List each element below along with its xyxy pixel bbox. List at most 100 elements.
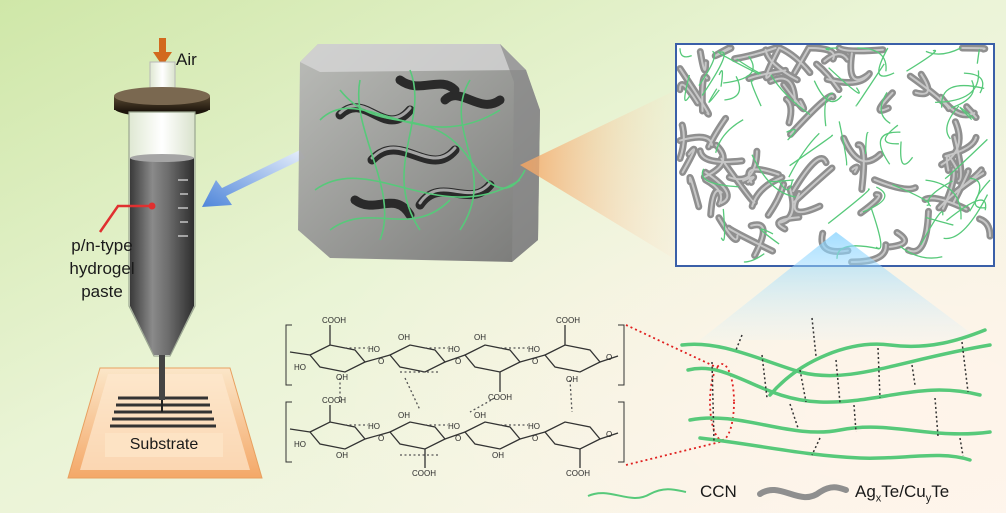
agte-part-ag: Ag [855,482,876,501]
ccn-fiber-strand [899,245,943,259]
ccn-fiber-strand [963,72,984,94]
ho-label: HO [448,345,460,354]
ccn-fiber-strand [827,188,870,225]
ccn-fiber-strand [778,179,794,191]
ccn-fiber-strand [751,154,796,198]
agte-fiber-highlight [789,94,834,136]
agte-fiber-highlight [747,69,787,80]
agte-fiber-highlight [720,157,756,204]
agte-fiber-highlight [785,98,792,124]
agte-fiber-highlight [782,83,805,110]
agte-fiber-highlight [717,216,739,241]
agte-fiber-highlight [779,47,811,74]
ccn-fiber-strand [920,211,944,246]
legend-ccn-swatch [587,488,687,499]
ccn-fiber-strand [736,58,762,75]
o-label: O [606,353,612,362]
ccn-fiber-strand [813,80,843,103]
agte-fiber-highlight [751,176,783,208]
legend-agte-swatch [757,484,849,501]
agte-fiber-highlight [779,187,794,224]
oh-label: OH [398,411,410,420]
agte-fiber-highlight [965,105,978,119]
paste-label-line1: p/n-type [71,236,133,255]
agte-fiber-highlight [978,217,991,238]
o-label: O [378,357,384,366]
cooh-label: COOH [488,393,512,402]
ccn-fiber-strand [743,253,765,263]
agte-fiber-highlight [679,124,685,160]
legend [587,484,849,501]
ccn-fiber-strand [786,128,796,141]
agte-part-te: Te [931,482,950,501]
cooh-label: COOH [412,469,436,478]
ccn-fiber-strand [925,47,962,55]
agte-fiber-highlight [807,47,835,61]
ho-label: HO [448,422,460,431]
agte-fiber-highlight [728,150,758,181]
agte-fiber-highlight [727,227,774,253]
legend-agte-label: AgxTe/CuyTe [855,482,949,504]
oh-label: OH [474,411,486,420]
o-label: O [455,357,461,366]
agte-fiber-highlight [924,197,968,211]
agte-fiber-highlight [823,53,849,63]
agte-sub-x: x [875,492,882,505]
chemical-structure: COOH COOH COOH COOH COOH COOH OH OH OH O… [285,316,625,478]
ccn-fiber-strand [969,177,981,212]
agte-fiber-highlight [937,172,985,209]
agte-fiber-highlight [940,120,961,166]
paste-label-line3: paste [81,282,123,301]
agte-fiber-highlight [681,148,696,174]
legend-ccn-label: CCN [700,482,737,501]
agte-fiber-highlight [765,47,780,79]
ccn-fiber-strand [720,208,726,241]
ccn-fiber-strand [943,194,989,240]
air-arrow-head [153,52,172,66]
agte-fiber-highlight [793,192,821,214]
agte-sub-y: y [925,492,932,505]
ccn-fiber-strand [855,63,885,107]
zoom-cone-blue [700,232,980,340]
oh-label: OH [474,333,486,342]
agte-fiber-highlight [792,157,828,193]
ccn-fiber-strand [906,49,937,72]
ho-label: HO [528,345,540,354]
agte-fiber-highlight [764,48,799,81]
ccn-fiber-strand [715,119,744,153]
cooh-label: COOH [322,396,346,405]
ccn-fiber-strand [862,186,886,213]
ccn-fiber-strand [951,80,975,109]
agte-fiber-highlight [909,75,950,110]
ccn-fiber-strand [857,47,887,72]
ccn-fiber-strand [828,67,860,94]
agte-fiber-highlight [793,47,810,74]
cooh-label: COOH [566,469,590,478]
agte-fiber-highlight [679,67,710,116]
agte-fiber-highlight [826,72,871,84]
fiber-network-zoom [675,43,995,267]
agte-fiber-highlight [842,137,882,163]
ccn-fiber-strand [701,51,725,96]
ccn-fiber-strand [788,132,820,178]
o-label: O [455,434,461,443]
substrate-label: Substrate [105,433,223,457]
ccn-fiber-strand [870,207,882,250]
paste-label-line2: hydrogel [69,259,135,278]
o-label: O [606,430,612,439]
hydrogel-cube [298,44,540,262]
agte-fiber-highlight [879,91,894,112]
agte-fiber-highlight [703,144,725,178]
agte-fiber-highlight [857,143,865,191]
oh-label: OH [336,373,348,382]
agte-fiber-highlight [851,166,859,173]
agte-fiber-highlight [815,63,840,91]
zoom-cone-orange [520,90,676,260]
agte-fiber-highlight [714,47,732,57]
ccn-fiber-strand [935,70,980,104]
ccn-fiber-strand [698,50,716,86]
agte-fiber-highlight [940,96,976,116]
agte-fiber-highlight [699,149,743,163]
